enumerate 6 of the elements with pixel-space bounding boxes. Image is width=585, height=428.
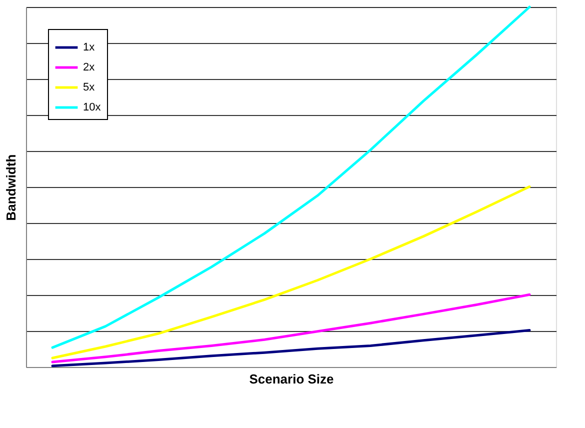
legend-label: 2x	[83, 62, 96, 74]
legend-label: 5x	[83, 82, 96, 94]
y-axis-title: Bandwidth	[4, 154, 18, 221]
legend-label: 1x	[83, 42, 96, 54]
legend-label: 10x	[83, 102, 102, 114]
x-axis-title: Scenario Size	[249, 372, 334, 386]
